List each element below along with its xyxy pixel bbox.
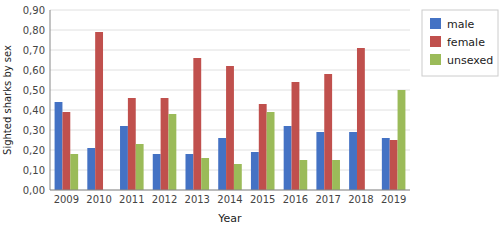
bar [259, 104, 267, 190]
x-tick-label: 2012 [152, 194, 177, 205]
x-tick-label: 2016 [283, 194, 308, 205]
bars [55, 32, 406, 190]
y-tick-label: 0,90 [23, 5, 45, 16]
y-tick-label: 0,40 [23, 105, 45, 116]
legend-label: unsexed [447, 54, 493, 67]
y-tick-label: 0,50 [23, 85, 45, 96]
x-axis-label: Year [217, 212, 242, 225]
x-tick-label: 2014 [217, 194, 242, 205]
y-axis [50, 10, 51, 190]
y-tick-label: 0,60 [23, 65, 45, 76]
bar [201, 158, 209, 190]
bar [382, 138, 390, 190]
y-tick-label: 0,80 [23, 25, 45, 36]
bar [357, 48, 365, 190]
bar [284, 126, 292, 190]
grid-line [50, 50, 410, 51]
y-tick-label: 0,00 [23, 185, 45, 196]
legend-swatch [430, 18, 441, 29]
y-tick-label: 0,30 [23, 125, 45, 136]
bar [324, 74, 332, 190]
bar [70, 154, 78, 190]
y-axis-label: Sighted sharks by sex [2, 45, 13, 155]
bar [218, 138, 226, 190]
bar [299, 160, 307, 190]
y-tick-label: 0,70 [23, 45, 45, 56]
bar [292, 82, 300, 190]
x-tick-label: 2017 [315, 194, 340, 205]
x-tick-label: 2019 [381, 194, 406, 205]
y-tick-label: 0,10 [23, 165, 45, 176]
chart: 0,00 0,10 0,20 0,30 0,40 0,50 0,60 0,70 0,80 0,90… [0, 0, 500, 231]
bar [316, 132, 324, 190]
bar [267, 112, 275, 190]
x-axis [50, 190, 410, 191]
bar [193, 58, 201, 190]
legend-swatch [430, 36, 441, 47]
bar [136, 144, 144, 190]
y-tick-label: 0,20 [23, 145, 45, 156]
grid-line [50, 30, 410, 31]
legend-label: male [447, 18, 475, 31]
bar [153, 154, 161, 190]
x-tick-label: 2013 [185, 194, 210, 205]
bar [398, 90, 406, 190]
bar [161, 98, 169, 190]
x-tick-label: 2011 [119, 194, 144, 205]
bar [234, 164, 242, 190]
bar [120, 126, 128, 190]
bar [185, 154, 193, 190]
legend: male female unsexed [422, 10, 498, 76]
bar [390, 140, 398, 190]
bar [55, 102, 63, 190]
legend-label: female [447, 36, 485, 49]
bar [226, 66, 234, 190]
x-tick-label: 2015 [250, 194, 275, 205]
bar [87, 148, 95, 190]
bar [332, 160, 340, 190]
legend-box [422, 10, 498, 76]
x-tick-label: 2018 [348, 194, 373, 205]
grid-line [50, 190, 410, 191]
x-tick-label: 2009 [54, 194, 79, 205]
bar [251, 152, 259, 190]
grid-line [50, 10, 410, 11]
bar [95, 32, 103, 190]
bar [349, 132, 357, 190]
bar [62, 112, 70, 190]
x-tick-label: 2010 [86, 194, 111, 205]
bar [128, 98, 136, 190]
bar [168, 114, 176, 190]
legend-swatch [430, 54, 441, 65]
